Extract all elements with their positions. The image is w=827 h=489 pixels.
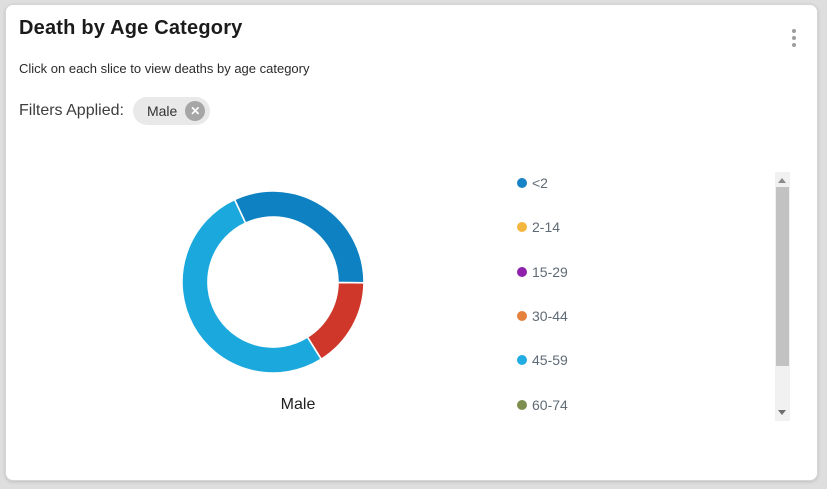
legend-dot-icon [517,222,527,233]
legend-dot-icon [517,266,527,277]
card-subtitle: Click on each slice to view deaths by ag… [19,61,310,76]
legend: <2 2-14 15-29 30-44 45-59 60-74 [517,161,767,428]
kebab-dot-icon [792,29,796,33]
legend-dot-icon [517,399,527,410]
legend-item[interactable]: 15-29 [517,250,767,294]
legend-label: 15-29 [532,263,568,280]
kebab-dot-icon [792,36,796,40]
legend-scrollbar[interactable] [775,172,790,421]
legend-label: 30-44 [532,308,568,325]
kebab-dot-icon [792,43,796,47]
filter-chip-label: Male [146,103,178,119]
filters-row: Filters Applied: Male ✕ [19,97,211,125]
legend-item[interactable]: 45-59 [517,338,767,382]
donut-chart-area [173,182,373,382]
legend-label: <2 [532,175,548,192]
donut-category-label: Male [280,396,316,413]
legend-dot-icon [517,178,527,189]
donut-slice[interactable] [233,190,365,284]
page-title: Death by Age Category [19,17,243,39]
legend-item[interactable]: 2-14 [517,205,767,249]
scrollbar-up-arrow-icon[interactable] [778,178,786,183]
legend-label: 60-74 [532,396,568,413]
filters-applied-label: Filters Applied: [19,102,124,119]
donut-slice[interactable] [181,198,323,374]
legend-label: 45-59 [532,352,568,369]
legend-item[interactable]: 60-74 [517,382,767,426]
scrollbar-thumb[interactable] [776,187,789,366]
scrollbar-down-arrow-icon[interactable] [778,410,786,415]
donut-slice[interactable] [306,281,365,361]
donut-chart [181,190,365,374]
legend-item[interactable]: 30-44 [517,294,767,338]
legend-dot-icon [517,311,527,322]
legend-label: 2-14 [532,219,561,236]
legend-dot-icon [517,355,527,366]
circle-x-icon[interactable]: ✕ [185,101,206,121]
more-options-button[interactable] [785,25,803,51]
chart-card: Death by Age Category Click on each slic… [5,4,818,481]
legend-item[interactable]: <2 [517,161,767,205]
filter-chip-male[interactable]: Male ✕ [132,97,211,125]
